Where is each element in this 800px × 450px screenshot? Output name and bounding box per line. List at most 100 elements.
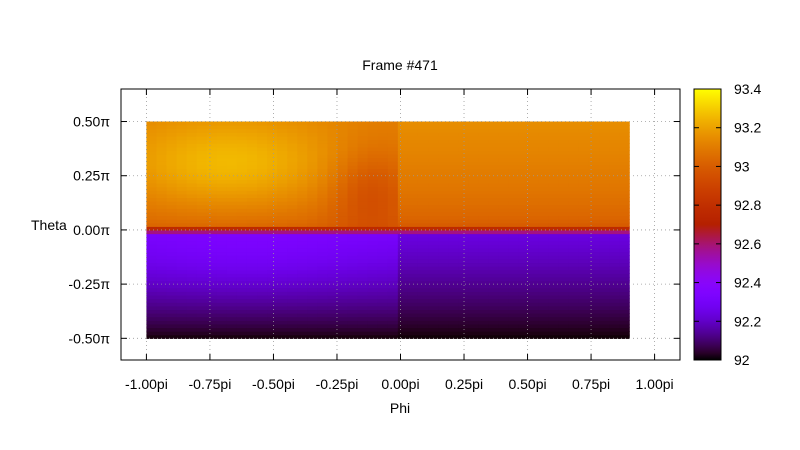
x-tick-label: -0.25pi — [316, 376, 359, 392]
heatmap-cell — [538, 294, 550, 300]
heatmap-cell — [599, 197, 610, 202]
heatmap-cell — [397, 121, 409, 126]
heatmap-cell — [397, 280, 409, 285]
heatmap-cell — [428, 262, 439, 267]
heatmap-cell — [558, 164, 570, 170]
heatmap-cell — [257, 240, 268, 245]
heatmap-cell — [176, 320, 188, 325]
heatmap-cell — [367, 266, 379, 271]
heatmap-cell — [468, 125, 479, 130]
heatmap-cell — [488, 226, 500, 231]
heatmap-cell — [297, 172, 308, 177]
heatmap-cell — [548, 204, 560, 209]
heatmap-cell — [558, 211, 570, 217]
heatmap-cell — [508, 309, 520, 314]
heatmap-cell — [357, 128, 369, 133]
heatmap-cell — [146, 219, 158, 224]
heatmap-cell — [317, 204, 329, 209]
heatmap-cell — [518, 132, 530, 137]
heatmap-cell — [267, 182, 278, 188]
heatmap-cell — [458, 146, 469, 152]
heatmap-cell — [236, 197, 248, 202]
heatmap-cell — [327, 255, 339, 260]
heatmap-cell — [488, 219, 500, 224]
heatmap-cell — [609, 201, 620, 206]
heatmap-cell — [498, 305, 510, 311]
heatmap-cell — [176, 154, 188, 159]
heatmap-cell — [347, 323, 359, 329]
heatmap-cell — [297, 258, 308, 264]
heatmap-cell — [588, 186, 600, 191]
colorbar-tick-label: 92.4 — [734, 275, 761, 291]
heatmap-cell — [488, 273, 500, 278]
heatmap-cell — [176, 179, 188, 184]
heatmap-cell — [438, 121, 449, 126]
heatmap-cell — [599, 125, 610, 130]
heatmap-cell — [528, 197, 540, 202]
heatmap-cell — [317, 273, 329, 278]
heatmap-cell — [327, 208, 339, 213]
heatmap-cell — [357, 323, 369, 329]
heatmap-cell — [287, 291, 298, 296]
heatmap-cell — [287, 320, 298, 325]
heatmap-cell — [166, 269, 178, 274]
heatmap-cell — [277, 197, 288, 202]
heatmap-cell — [156, 168, 168, 173]
heatmap-cell — [337, 208, 349, 213]
heatmap-cell — [246, 157, 258, 162]
heatmap-cell — [428, 154, 439, 159]
heatmap-cell — [367, 229, 379, 235]
heatmap-cell — [226, 121, 238, 126]
heatmap-cell — [156, 266, 168, 271]
heatmap-cell — [267, 197, 278, 202]
heatmap-cell — [538, 190, 550, 195]
heatmap-cell — [216, 313, 228, 318]
heatmap-cell — [508, 323, 520, 329]
heatmap-cell — [448, 262, 459, 267]
heatmap-cell — [498, 273, 510, 278]
heatmap-cell — [468, 244, 479, 249]
heatmap-cell — [267, 251, 278, 256]
heatmap-cell — [478, 240, 489, 245]
heatmap-cell — [609, 146, 620, 152]
heatmap-cell — [257, 255, 268, 260]
heatmap-cell — [488, 266, 500, 271]
heatmap-cell — [347, 284, 359, 289]
heatmap-cell — [599, 284, 610, 289]
heatmap-cell — [267, 143, 278, 148]
heatmap-cell — [458, 284, 469, 289]
heatmap-cell — [488, 201, 500, 206]
heatmap-cell — [397, 222, 409, 227]
heatmap-cell — [277, 219, 288, 224]
heatmap-cell — [267, 309, 278, 314]
heatmap-cell — [528, 233, 540, 238]
heatmap-cell — [478, 193, 489, 198]
heatmap-cell — [307, 172, 318, 177]
heatmap-cell — [568, 294, 580, 300]
heatmap-cell — [277, 143, 288, 148]
heatmap-cell — [307, 146, 318, 152]
heatmap-cell — [578, 305, 590, 311]
heatmap-cell — [588, 323, 600, 329]
heatmap-cell — [548, 168, 560, 173]
heatmap-cell — [428, 273, 439, 278]
heatmap-cell — [176, 204, 188, 209]
heatmap-cell — [206, 226, 218, 231]
heatmap-cell — [166, 139, 178, 144]
heatmap-cell — [367, 168, 379, 173]
heatmap-cell — [377, 146, 389, 152]
heatmap-cell — [307, 323, 318, 329]
heatmap-cell — [206, 150, 218, 155]
heatmap-cell — [267, 244, 278, 249]
heatmap-cell — [176, 139, 188, 144]
heatmap-cell — [407, 193, 419, 198]
heatmap-cell — [619, 226, 630, 231]
heatmap-cell — [307, 150, 318, 155]
heatmap-cell — [257, 164, 268, 170]
heatmap-cell — [277, 164, 288, 170]
heatmap-cell — [417, 146, 429, 152]
heatmap-cell — [196, 269, 208, 274]
heatmap-cell — [287, 294, 298, 300]
heatmap-cell — [267, 161, 278, 166]
heatmap-cell — [558, 190, 570, 195]
